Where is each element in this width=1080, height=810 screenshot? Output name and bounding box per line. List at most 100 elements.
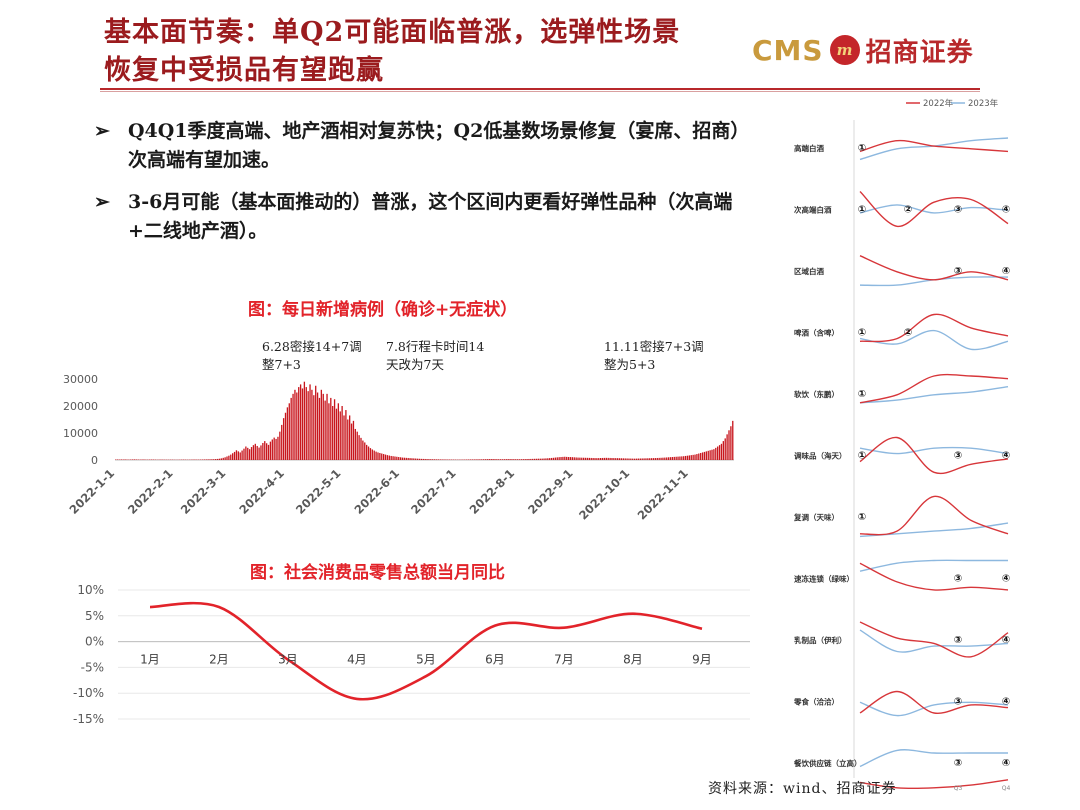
bar (418, 458, 421, 460)
bar (324, 400, 326, 460)
bar (711, 449, 713, 460)
bar (286, 407, 289, 460)
bar (143, 459, 145, 460)
bar (209, 459, 211, 460)
bar (501, 459, 504, 460)
retail-chart-title: 图：社会消费品零售总额当月同比 (250, 563, 505, 583)
bar (684, 455, 687, 460)
bar (469, 459, 472, 460)
bar (120, 459, 122, 460)
bar (562, 456, 564, 460)
bar (592, 458, 594, 460)
bar (658, 457, 660, 460)
bar (309, 384, 311, 460)
bar (594, 458, 596, 460)
bar (135, 459, 138, 460)
bar (494, 459, 496, 460)
bar (303, 381, 306, 460)
bar (577, 457, 579, 460)
bar (394, 456, 396, 460)
bar (415, 458, 417, 461)
bar (288, 403, 290, 460)
bar (388, 455, 390, 461)
bar (566, 456, 568, 460)
bar (367, 446, 370, 460)
bar (656, 457, 658, 460)
bar (509, 459, 511, 460)
bar (603, 457, 606, 460)
bar (479, 459, 481, 460)
bar (715, 447, 717, 460)
bar (373, 450, 375, 460)
bar (649, 458, 651, 460)
bar (403, 457, 406, 460)
sector-label: 餐饮供应链（立高） (793, 758, 862, 768)
bar (611, 458, 613, 460)
bar (294, 389, 296, 460)
retail-line-chart: 10% 5% 0% -5% -10% -15% 1月 2月 3月 4月 5月 6月 7月 8月 9月 (73, 583, 750, 726)
bar (726, 434, 728, 460)
bar (375, 451, 377, 460)
bar (299, 384, 302, 460)
sector-2022-line (859, 313, 1009, 343)
bar (516, 459, 519, 460)
x-tick-label: 2022-5-1 (293, 466, 344, 517)
bar (567, 457, 570, 460)
x-tick-label: Q3 (954, 785, 963, 792)
bar (369, 448, 372, 460)
bar (258, 447, 260, 460)
bar (641, 458, 643, 460)
bar (694, 454, 696, 460)
sector-2023-line (859, 386, 1009, 404)
bar (505, 459, 507, 460)
bar (524, 459, 526, 460)
annotation-line: 7.8行程卡时间14 (386, 339, 485, 354)
bar (637, 458, 640, 460)
bar (252, 445, 255, 460)
bar (498, 459, 500, 460)
bar (475, 459, 477, 460)
legend-label: 2022年 (923, 98, 954, 109)
sector-2023-line (859, 204, 1009, 214)
bar (618, 458, 621, 460)
sector-marker: ④ (1002, 635, 1010, 646)
bar (692, 454, 694, 460)
bar (581, 457, 583, 460)
y-tick-label: 10000 (63, 427, 98, 440)
cases-annotation: 7.8行程卡时间14 天改为7天 (386, 338, 484, 374)
bar (279, 431, 281, 460)
bar (343, 415, 345, 460)
bar (347, 419, 349, 460)
x-tick-label: 2022-8-1 (467, 466, 518, 517)
bar (366, 444, 368, 460)
bar (554, 457, 557, 460)
bar (382, 454, 385, 460)
sector-marker: ④ (1002, 204, 1010, 215)
bar (211, 459, 213, 460)
bar (701, 452, 704, 460)
sector-2023-line (859, 329, 1009, 351)
annotation-line: 整7+3 (262, 357, 301, 372)
logo-emblem-icon: m (829, 35, 860, 65)
x-tick-label: 3月 (278, 653, 298, 667)
x-tick-label: 2022-6-1 (351, 466, 402, 517)
bar (350, 423, 353, 460)
bar (235, 450, 238, 460)
annotation-line: 11.11密接7+3调 (604, 339, 704, 354)
bar (624, 458, 626, 460)
sector-label: 复调（天味） (793, 512, 839, 522)
sector-2023-line (859, 276, 1009, 287)
bar (564, 456, 566, 460)
sector-label: 速冻连锁（绿味） (794, 573, 854, 583)
y-tick-label: 20000 (63, 400, 98, 413)
bar (260, 445, 262, 460)
x-tick-label: 1月 (140, 653, 160, 667)
bar (264, 441, 266, 460)
sector-marker: ③ (954, 204, 962, 215)
bar (671, 457, 674, 460)
retail-series-line (149, 601, 703, 701)
bar (669, 457, 672, 461)
sector-marker: ③ (954, 635, 962, 646)
bar (305, 387, 307, 460)
sector-2022-line (859, 690, 1009, 715)
